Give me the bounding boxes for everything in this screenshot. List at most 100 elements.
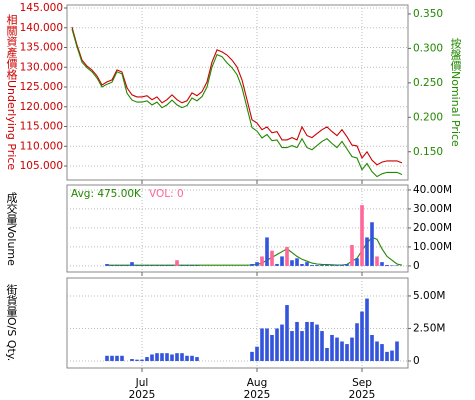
bar [385, 351, 389, 361]
bar [135, 265, 139, 266]
legend-entry: Avg: 475.00K [71, 188, 142, 200]
y-tick-label: 115.000 [20, 121, 63, 133]
y-tick-label: 0.350 [413, 8, 443, 20]
bar [380, 344, 384, 361]
bar [130, 359, 134, 361]
y2-axis-label: 按盤價Nominal Price [449, 38, 462, 147]
bar [180, 265, 184, 266]
bar [395, 265, 399, 266]
bar [150, 265, 154, 266]
bar [320, 264, 324, 266]
bar [270, 250, 274, 266]
bar [160, 353, 164, 361]
x-tick-year: 2025 [244, 389, 271, 400]
bar [350, 337, 354, 361]
x-tick-label: Aug [247, 377, 268, 389]
bar [335, 337, 339, 361]
bar [295, 321, 299, 361]
y-tick-label: 2.50M [413, 322, 445, 334]
bar [305, 321, 309, 361]
bar [355, 323, 359, 361]
bar [380, 262, 384, 266]
bar [375, 256, 379, 266]
bar [155, 265, 159, 266]
bar [300, 264, 304, 266]
bar [125, 265, 129, 266]
bar [260, 328, 264, 361]
bar [255, 262, 259, 266]
bar [390, 350, 394, 361]
bar [370, 334, 374, 361]
bar [290, 331, 294, 361]
bar [180, 353, 184, 361]
bar [280, 256, 284, 266]
bar [395, 341, 399, 361]
x-tick-year: 2025 [349, 389, 376, 400]
bar [145, 265, 149, 266]
bar [195, 265, 199, 266]
bar [360, 205, 364, 266]
bar [115, 355, 119, 361]
y-tick-label: 130.000 [20, 61, 63, 73]
bar [195, 357, 199, 361]
bar [105, 355, 109, 361]
volume-axis-label: 成交量Volume [5, 191, 18, 266]
y-tick-label: 0.300 [413, 42, 443, 54]
bar [365, 298, 369, 361]
series-line [71, 28, 403, 178]
bar [310, 264, 314, 266]
bar [120, 265, 124, 266]
bar [345, 264, 349, 266]
bar [280, 324, 284, 361]
bar [165, 353, 169, 361]
bar [315, 324, 319, 361]
plot-frame [66, 184, 409, 273]
bar [370, 222, 374, 266]
bar [285, 305, 289, 361]
bar [340, 264, 344, 266]
bar [360, 311, 364, 361]
bar [115, 265, 119, 266]
bar [385, 264, 389, 266]
y-tick-label: 120.000 [20, 101, 63, 113]
bar [190, 265, 194, 266]
bar [175, 353, 179, 361]
bar [275, 264, 279, 266]
bar [345, 344, 349, 361]
y-tick-label: 125.000 [20, 81, 63, 93]
bar [295, 258, 299, 266]
bar [170, 265, 174, 266]
bar [355, 258, 359, 266]
bar [105, 264, 109, 266]
bar [110, 265, 114, 266]
y-tick-label: 0 [413, 260, 420, 272]
y-tick-label: 0.250 [413, 77, 443, 89]
bar [335, 264, 339, 266]
y-tick-label: 135.000 [20, 42, 63, 54]
bar [140, 359, 144, 361]
y-tick-label: 0.150 [413, 146, 443, 158]
bar [270, 334, 274, 361]
y-tick-label: 105.000 [20, 160, 63, 172]
bar [275, 328, 279, 361]
bar [310, 321, 314, 361]
x-tick-label: Jul [135, 377, 149, 389]
bar [350, 245, 354, 266]
bar [390, 265, 394, 266]
y-tick-label: 0.200 [413, 111, 443, 123]
bar [330, 264, 334, 266]
bar [160, 265, 164, 266]
os-qty-axis-label: 街貨量O/S Qty. [5, 284, 18, 362]
y-tick-label: 0 [413, 355, 420, 367]
y-tick-label: 145.000 [20, 2, 63, 14]
bar [315, 264, 319, 266]
legend-entry: VOL: 0 [149, 188, 184, 200]
bar [135, 359, 139, 361]
bar [300, 331, 304, 361]
bar [330, 334, 334, 361]
y-tick-label: 140.000 [20, 22, 63, 34]
series-line [71, 26, 403, 166]
bar [150, 354, 154, 361]
bar [375, 341, 379, 361]
